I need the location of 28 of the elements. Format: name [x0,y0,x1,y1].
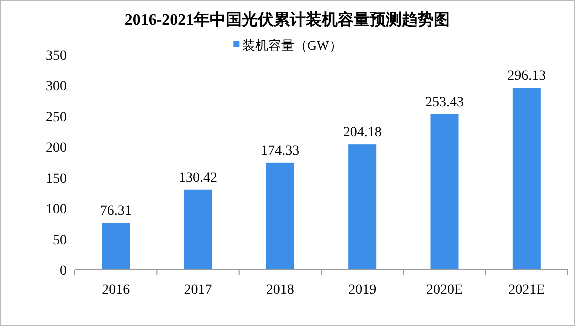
bar [512,88,541,270]
y-tick-label: 250 [46,110,67,126]
x-tick-label: 2017 [184,283,212,298]
y-tick-label: 0 [60,264,67,279]
data-label: 174.33 [261,144,300,159]
data-label: 130.42 [179,170,218,186]
bar [348,144,377,270]
x-tick-label: 2020E [426,283,464,298]
data-label: 253.43 [426,95,464,110]
y-tick-label: 100 [46,202,67,218]
x-tick-label: 2018 [266,283,294,298]
chart-title: 2016-2021年中国光伏累计装机容量预测趋势图 [124,10,450,29]
data-label: 204.18 [343,126,382,141]
y-tick-label: 350 [46,49,67,64]
bar [102,223,130,270]
legend-label: 装机容量（GW） [242,38,342,53]
x-tick-label: 2019 [348,283,377,298]
bar [430,114,459,270]
bar [184,190,212,270]
data-label: 76.31 [100,204,132,220]
data-label: 296.13 [508,69,546,84]
x-tick-label: 2021E [508,283,546,298]
x-tick-label: 2016 [102,283,130,298]
y-tick-label: 200 [46,141,67,156]
y-tick-label: 300 [46,80,67,95]
y-tick-label: 50 [53,233,67,248]
y-tick-label: 150 [46,172,67,187]
bar [266,162,294,270]
